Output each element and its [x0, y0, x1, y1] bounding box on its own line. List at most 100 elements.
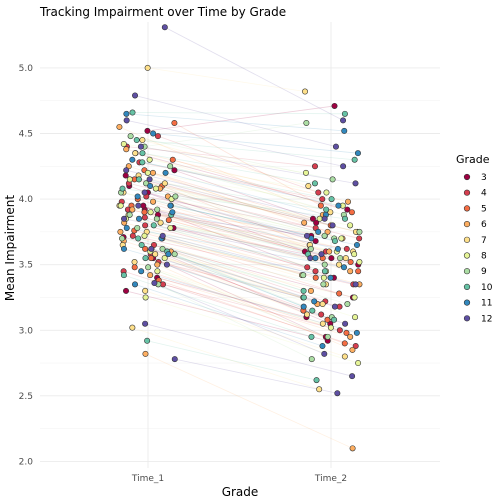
data-point: [129, 156, 136, 163]
data-point: [307, 255, 314, 262]
legend-key: [463, 221, 471, 228]
data-point: [129, 206, 136, 213]
y-tick-label: 2.5: [19, 392, 33, 402]
connector-line: [174, 122, 322, 206]
connector-line: [152, 172, 328, 233]
data-point: [352, 343, 359, 350]
connector-line: [131, 205, 325, 237]
connector-line: [164, 182, 311, 246]
legend-key: [463, 252, 471, 259]
legend-label: 11: [481, 299, 492, 309]
data-point: [303, 232, 310, 239]
data-point: [308, 356, 315, 363]
legend-label: 10: [481, 283, 493, 293]
data-point: [157, 219, 164, 226]
data-point: [349, 346, 356, 353]
data-point: [318, 311, 325, 318]
connector-line: [155, 253, 308, 315]
data-point: [337, 255, 344, 262]
connector-line: [157, 209, 312, 250]
connector-line: [132, 112, 345, 115]
data-point: [135, 176, 142, 183]
connector-line: [135, 152, 348, 210]
data-point: [171, 120, 178, 127]
data-point: [347, 333, 354, 340]
connector-line: [128, 165, 305, 224]
data-point: [347, 222, 354, 229]
data-point: [336, 290, 343, 297]
y-axis-title: Mean Impairment: [3, 195, 17, 301]
connector-line: [153, 257, 326, 338]
data-point: [117, 228, 124, 235]
data-point: [331, 238, 338, 245]
y-axis-ticks: 2.0 2.5 3.0 3.5 4.0 4.5 5.0: [19, 64, 34, 468]
connector-line: [157, 264, 353, 351]
data-point: [150, 198, 157, 205]
data-point: [352, 180, 359, 187]
data-point: [154, 133, 161, 140]
connector-line: [144, 248, 328, 321]
data-point: [352, 314, 359, 321]
connector-line: [146, 231, 327, 285]
data-point: [123, 224, 130, 231]
data-point: [152, 251, 159, 258]
connector-line: [147, 192, 316, 242]
data-point: [354, 150, 361, 157]
data-point: [343, 245, 350, 252]
connector-line: [137, 196, 312, 239]
data-point: [123, 110, 130, 117]
data-point: [351, 294, 358, 301]
legend-label: 12: [481, 314, 492, 324]
data-point: [139, 159, 146, 166]
data-point: [171, 356, 178, 363]
data-point: [336, 327, 343, 334]
legend-label: 4: [481, 189, 487, 199]
data-point: [146, 176, 153, 183]
data-point: [343, 329, 350, 336]
connector-line: [174, 169, 314, 220]
data-point: [319, 343, 326, 350]
connector-line: [134, 95, 337, 148]
connector-line: [162, 283, 340, 331]
data-point: [123, 146, 130, 153]
data-point: [312, 274, 319, 281]
data-point: [141, 209, 148, 216]
data-point: [132, 150, 139, 157]
connector-line: [153, 244, 326, 302]
data-point: [351, 251, 358, 258]
connector-line: [137, 198, 323, 259]
data-point: [352, 281, 359, 288]
y-tick-label: 2.0: [19, 457, 34, 467]
y-tick-label: 5.0: [19, 64, 34, 74]
data-point: [307, 287, 314, 294]
data-point: [317, 202, 324, 209]
data-point: [161, 180, 168, 187]
data-point: [154, 268, 161, 275]
legend-title: Grade: [456, 153, 490, 166]
data-point: [119, 235, 126, 242]
legend-label: 6: [481, 220, 487, 230]
data-point: [327, 324, 334, 331]
data-point: [148, 255, 155, 262]
data-point: [146, 156, 153, 163]
connector-line: [132, 327, 320, 390]
data-point: [148, 245, 155, 252]
connector-line: [144, 209, 332, 259]
data-point: [123, 117, 130, 124]
connector-line: [167, 251, 313, 311]
data-point: [134, 193, 141, 200]
connector-line: [170, 251, 318, 305]
data-point: [336, 261, 343, 268]
connector-line: [130, 135, 333, 180]
data-point: [131, 264, 138, 271]
connector-line: [156, 218, 325, 266]
data-point: [142, 320, 149, 327]
data-point: [147, 182, 154, 189]
y-tick-label: 4.0: [19, 195, 34, 205]
data-point: [353, 242, 360, 249]
data-point: [151, 280, 158, 287]
data-point: [120, 272, 127, 279]
data-point: [356, 235, 363, 242]
